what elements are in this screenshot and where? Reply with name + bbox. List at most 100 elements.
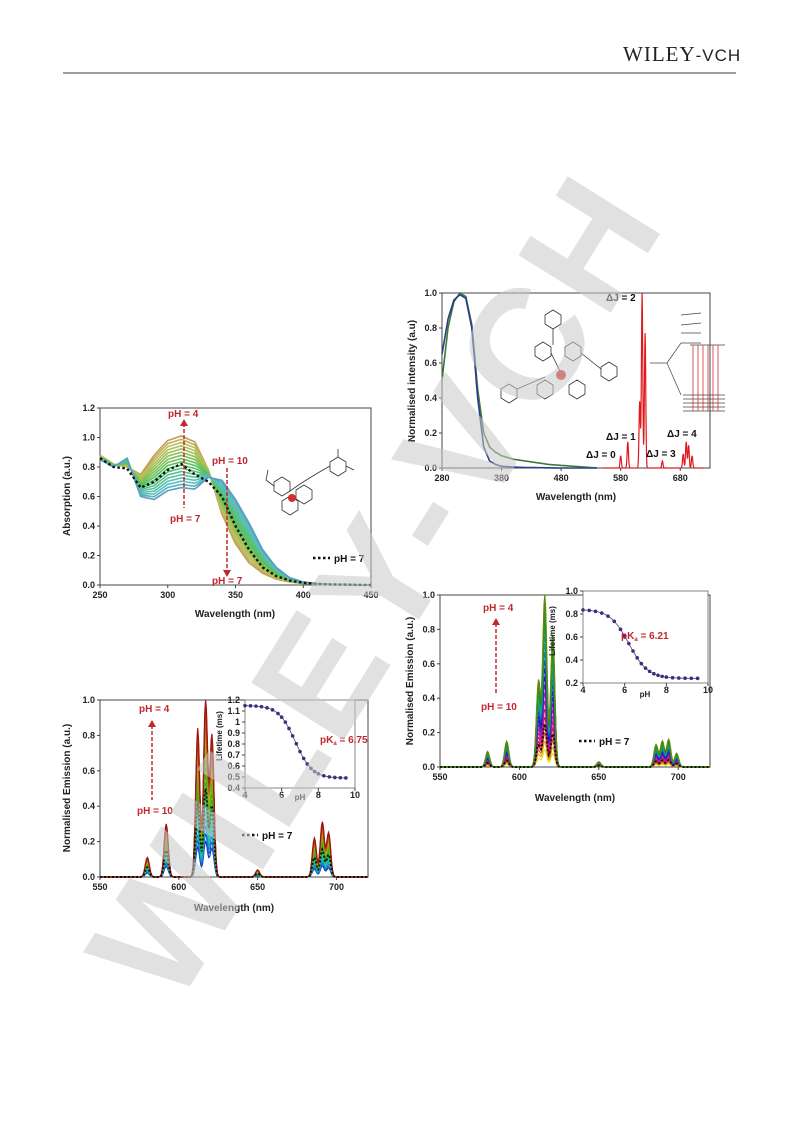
emission-right-inset-y-tick-label: 0.4 <box>565 655 578 665</box>
emission-right-inset-data-point <box>660 674 664 679</box>
emission-left-inset: 4 6 8 10 0.40.50.60.70.80.911.11.2 pH Lifeti… <box>215 695 368 802</box>
absorption-metal-center-icon <box>288 494 296 502</box>
emission-left-y-tick-label: 1.0 <box>82 695 95 705</box>
emission-left-x-label: Wavelength (nm) <box>194 903 274 914</box>
absorption-arrowhead-down <box>223 570 231 577</box>
emission-left-pka-label: pKa = 6.75 <box>320 735 368 747</box>
emission-right-y-tick-label: 1.0 <box>422 590 435 600</box>
emission-right-inset-data-point <box>593 609 598 614</box>
emission-right-inset-data-point <box>587 608 592 613</box>
emission-left-inset-y-tick-label: 0.5 <box>227 772 240 782</box>
emission-left-x-tick-label: 650 <box>250 882 265 892</box>
emission-left-inset-data-point <box>305 762 310 766</box>
emission-left-inset-ticks: 4 6 8 10 0.40.50.60.70.80.911.11.2 <box>227 695 360 800</box>
excitation-y-tick-label: 0.6 <box>424 358 437 368</box>
emission-right-inset-x-tick-label: 4 <box>580 685 585 695</box>
emission-left-inset-x-tick-label: 8 <box>316 790 321 800</box>
absorption-legend-label: pH = 7 <box>334 554 365 565</box>
emission-right-y-label: Normalised Emission (a.u.) <box>405 617 416 745</box>
emission-left-reference-line <box>100 788 368 878</box>
emission-left-inset-data-point <box>259 704 264 709</box>
emission-right-legend-label: pH = 7 <box>599 737 630 748</box>
absorption-series-group <box>99 435 371 587</box>
emission-left-ph4-label: pH = 4 <box>139 704 170 715</box>
emission-series-line <box>602 292 704 469</box>
excitation-y-tick-label: 0.0 <box>424 463 437 473</box>
transition-dj4-label: ΔJ = 4 <box>667 429 697 440</box>
excitation-x-tick-label: 680 <box>673 473 688 483</box>
emission-right-y-tick-label: 0.2 <box>422 728 435 738</box>
emission-right-inset: 4 6 8 10 0.2 0.4 0.6 0.8 1.0 pH Lifetime (ms) pK… <box>548 586 713 699</box>
absorption-x-tick-label: 400 <box>296 590 311 600</box>
emission-right-inset-y-tick-label: 0.6 <box>565 632 578 642</box>
excitation-series-line <box>441 293 597 469</box>
absorption-chart: 250 300 350 400 450 0.0 0.2 0.4 0.6 0.8 1.0 1.2 Wav… <box>62 403 379 620</box>
emission-left-inset-data-point <box>265 706 269 710</box>
emission-left-inset-data-point <box>298 749 302 754</box>
emission-left-inset-y-tick-label: 0.9 <box>227 728 240 738</box>
absorption-x-tick-label: 300 <box>160 590 175 600</box>
emission-left-y-tick-label: 0.2 <box>82 837 95 847</box>
emission-left-inset-data-point <box>294 741 299 746</box>
excitation-x-tick-label: 580 <box>613 473 628 483</box>
emission-right-inset-area <box>583 589 708 675</box>
emission-right-inset-ticks: 4 6 8 10 0.2 0.4 0.6 0.8 1.0 <box>565 586 713 695</box>
excitation-ticks: 280 380 480 580 680 0.0 0.2 0.4 0.6 0.8 1.0 <box>424 288 687 483</box>
emission-right-inset-data-point <box>670 675 675 680</box>
emission-left-inset-data-point <box>287 726 291 731</box>
emission-right-inset-data-point <box>599 611 604 615</box>
emission-right-inset-points <box>581 590 709 684</box>
emission-left-inset-y-label: Lifetime (ms) <box>215 711 224 761</box>
emission-left-arrowhead <box>148 720 156 727</box>
emission-left-inset-y-tick-label: 0.6 <box>227 761 240 771</box>
emission-left-inset-data-point <box>338 775 343 780</box>
emission-left-y-tick-label: 0.6 <box>82 766 95 776</box>
absorption-structure-drawing <box>265 449 355 516</box>
emission-right-x-tick-label: 650 <box>591 772 606 782</box>
emission-right-inset-data-point <box>631 649 635 653</box>
emission-right-inset-data-point <box>652 671 656 676</box>
emission-right-inset-data-point <box>643 666 648 670</box>
emission-left-x-tick-label: 700 <box>329 882 344 892</box>
emission-right-x-tick-label: 550 <box>432 772 447 782</box>
excitation-metal-center-icon <box>556 370 566 380</box>
transition-dj2-label: ΔJ = 2 <box>606 293 636 304</box>
emission-right-reference-line <box>440 720 710 768</box>
emission-right-x-label: Wavelength (nm) <box>535 793 615 804</box>
transition-dj3-label: ΔJ = 3 <box>646 449 676 460</box>
watermark-text: WILEY-VCH <box>55 145 698 1028</box>
absorption-ph4-label: pH = 4 <box>168 409 199 420</box>
emission-left-ticks: 550 600 650 700 0.0 0.2 0.4 0.6 0.8 1.0 <box>82 695 344 892</box>
absorption-ph7-label-1: pH = 7 <box>170 514 201 525</box>
emission-left-chart: 550 600 650 700 0.0 0.2 0.4 0.6 0.8 1.0 Wavelengt… <box>62 695 369 914</box>
emission-left-series-line <box>100 699 368 878</box>
emission-left-x-tick-label: 600 <box>171 882 186 892</box>
emission-right-y-tick-label: 0.6 <box>422 659 435 669</box>
emission-right-inset-data-point <box>635 656 639 660</box>
emission-left-y-tick-label: 0.8 <box>82 730 95 740</box>
header-divider <box>63 72 736 74</box>
emission-left-inset-data-point <box>276 711 280 716</box>
absorption-y-tick-label: 0.2 <box>82 551 95 561</box>
emission-right-chart: 550 600 650 700 0.0 0.2 0.4 0.6 0.8 1.0 Wavelengt… <box>405 586 713 804</box>
transition-dj1-label: ΔJ = 1 <box>606 432 636 443</box>
absorption-arrowhead-up <box>180 419 188 426</box>
brand-main: WILEY <box>623 42 696 66</box>
emission-right-inset-x-tick-label: 8 <box>664 685 669 695</box>
emission-right-inset-data-point <box>689 676 694 681</box>
absorption-plot-area <box>99 407 372 586</box>
emission-left-inset-data-point <box>301 756 306 761</box>
excitation-x-tick-label: 280 <box>434 473 449 483</box>
emission-right-x-tick-label: 600 <box>512 772 527 782</box>
emission-left-inset-x-label: pH <box>295 793 306 802</box>
emission-right-inset-data-point <box>627 641 631 646</box>
emission-right-inset-data-point <box>695 676 700 681</box>
emission-right-arrowhead <box>492 618 500 625</box>
emission-left-y-label: Normalised Emission (a.u.) <box>62 724 73 852</box>
absorption-y-tick-label: 1.0 <box>82 433 95 443</box>
absorption-reference-line <box>99 457 371 587</box>
emission-right-inset-y-tick-label: 1.0 <box>565 586 578 596</box>
emission-right-y-tick-label: 0.0 <box>422 762 435 772</box>
excitation-structure-drawing <box>500 309 618 404</box>
absorption-x-label: Wavelength (nm) <box>195 609 275 620</box>
